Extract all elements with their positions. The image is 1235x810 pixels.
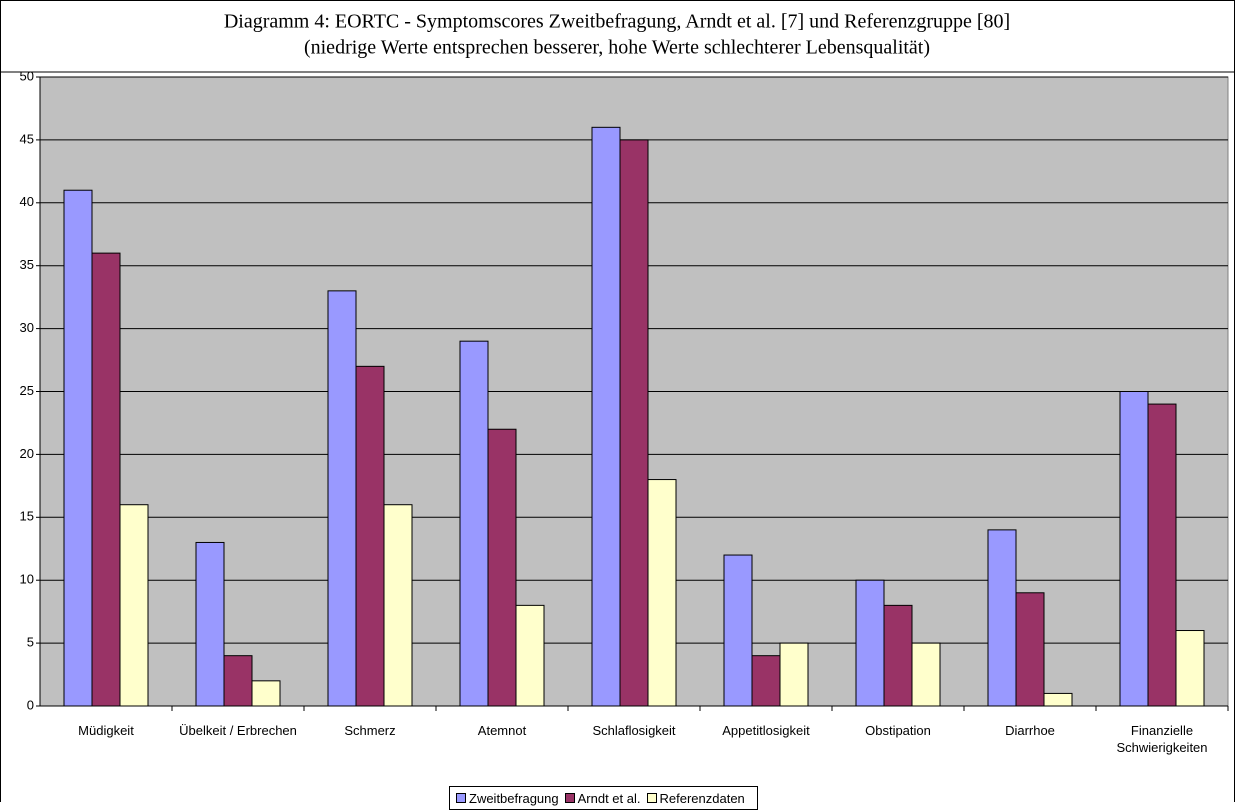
- y-tick-label: 30: [20, 320, 34, 335]
- bar: [751, 655, 781, 707]
- chart-subtitle: (niedrige Werte entsprechen besserer, ho…: [304, 37, 930, 59]
- y-tick-label: 15: [20, 509, 34, 524]
- bar: [911, 642, 941, 707]
- bar: [223, 655, 253, 707]
- legend-label: Zweitbefragung: [469, 790, 559, 806]
- legend-item: Zweitbefragung: [456, 791, 559, 806]
- bar: [1015, 592, 1045, 707]
- bar: [1147, 403, 1177, 707]
- y-tick-label: 45: [20, 131, 34, 146]
- bar: [883, 604, 913, 707]
- x-tick-label: Schlaflosigkeit: [592, 723, 676, 738]
- y-tick-label: 40: [20, 194, 34, 209]
- x-tick-label: Schmerz: [344, 723, 396, 738]
- x-tick-label: Atemnot: [477, 723, 527, 738]
- chart-title: Diagramm 4: EORTC - Symptomscores Zweitb…: [224, 11, 1010, 33]
- bar: [1175, 630, 1205, 707]
- legend-item: Referenzdaten: [646, 790, 745, 806]
- legend-swatch: [564, 793, 575, 803]
- bar: [1043, 692, 1073, 707]
- bar: [515, 604, 545, 707]
- y-tick-label: 0: [27, 697, 34, 712]
- x-tick-label: Diarrhoe: [1005, 723, 1055, 738]
- bar: [1119, 391, 1149, 707]
- legend-swatch: [456, 793, 466, 803]
- bar: [195, 541, 225, 707]
- bar: [327, 290, 357, 707]
- y-tick-label: 5: [27, 635, 34, 650]
- legend-item: Arndt et al.: [564, 790, 641, 806]
- bar: [487, 428, 517, 707]
- bar: [459, 340, 489, 707]
- x-tick-label: Übelkeit / Erbrechen: [179, 723, 297, 738]
- bar: [987, 529, 1017, 707]
- bar: [251, 680, 281, 707]
- bar: [619, 139, 649, 707]
- x-tick-label: Obstipation: [865, 723, 931, 738]
- bar: [91, 252, 121, 707]
- y-tick-label: 25: [20, 383, 34, 398]
- bar: [383, 504, 413, 707]
- legend: Zweitbefragung Arndt et al. Referenzdaten: [449, 786, 758, 810]
- bar: [647, 479, 677, 707]
- legend-label: Referenzdaten: [659, 790, 745, 806]
- y-tick-label: 10: [20, 572, 34, 587]
- x-tick-label: Müdigkeit: [78, 723, 134, 738]
- bar: [119, 504, 149, 707]
- x-tick-label: Finanzielle Schwierigkeiten: [1116, 723, 1208, 755]
- bar: [723, 554, 753, 707]
- x-tick-label: Appetitlosigkeit: [722, 723, 810, 738]
- bar: [355, 365, 385, 707]
- bar: [779, 642, 809, 707]
- bar: [63, 189, 93, 707]
- legend-label: Arndt et al.: [577, 790, 641, 806]
- legend-swatch: [646, 793, 657, 803]
- bar: [591, 126, 621, 707]
- y-tick-label: 20: [20, 446, 34, 461]
- y-tick-label: 50: [20, 68, 34, 83]
- bar: [855, 579, 885, 707]
- y-tick-label: 35: [20, 257, 34, 272]
